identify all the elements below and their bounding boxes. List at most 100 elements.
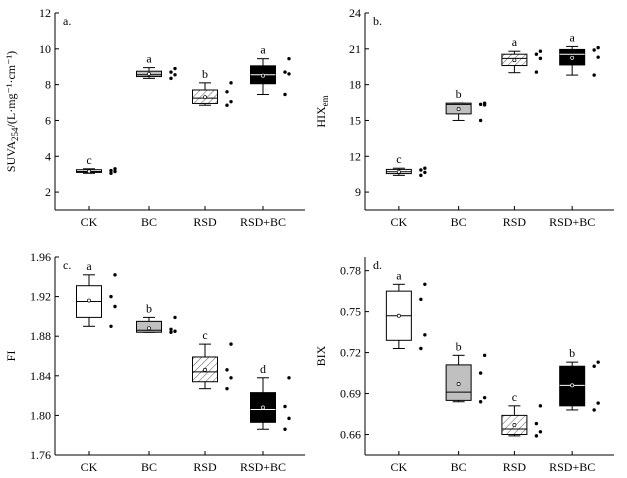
data-point <box>538 404 543 408</box>
data-point <box>419 297 423 302</box>
x-tick-label: RSD+BC <box>549 460 595 474</box>
data-point <box>287 376 291 380</box>
data-point <box>287 56 291 61</box>
data-point <box>109 171 113 175</box>
box-rsd-plus-bc: a <box>250 43 291 97</box>
x-tick-label: RSD <box>193 215 217 229</box>
panel-4: 0.66 0.69 0.72 0.75 0.78 d. BIX CK a BC b RSD c RSD+B… <box>314 257 614 474</box>
significance-letter: a <box>512 35 518 49</box>
panel-1: 2 4 6 8 10 12 a. SUVA254/(L·mg⁻¹·cm⁻¹) CK c BC a RSD… <box>4 6 305 229</box>
data-point <box>287 416 291 421</box>
data-point <box>169 70 173 74</box>
data-point <box>113 167 117 171</box>
box-rsd-plus-bc: a <box>559 30 600 77</box>
data-point <box>419 173 423 178</box>
y-tick-label: 1.84 <box>30 369 51 383</box>
mean-marker <box>396 169 401 174</box>
data-point <box>173 66 177 71</box>
data-point <box>534 421 539 426</box>
box-bc: b <box>445 339 487 404</box>
mean-marker <box>261 73 265 78</box>
y-axis-label: BIX <box>314 345 328 366</box>
data-point <box>173 315 177 320</box>
y-tick-label: 0.75 <box>340 305 361 319</box>
mean-marker <box>203 367 207 372</box>
mean-marker <box>570 55 575 60</box>
x-tick-label: BC <box>141 215 157 229</box>
iqr-box <box>250 392 276 423</box>
box-rsd: a <box>501 35 543 74</box>
data-point <box>169 76 173 81</box>
y-tick-label: 1.92 <box>30 290 51 304</box>
y-tick-label: 12 <box>349 149 361 163</box>
data-point <box>596 360 600 364</box>
data-point <box>478 371 483 375</box>
mean-marker <box>203 95 207 100</box>
mean-marker <box>87 298 91 303</box>
data-point <box>419 346 423 351</box>
data-point <box>478 118 483 123</box>
data-point <box>596 401 600 405</box>
x-tick-label: CK <box>81 215 98 229</box>
box-ck: a <box>76 259 117 328</box>
y-axis-label: HIXem <box>314 95 330 127</box>
y-tick-label: 1.88 <box>30 329 51 343</box>
mean-marker <box>512 423 517 427</box>
box-rsd: c <box>501 390 543 438</box>
mean-marker <box>456 382 461 386</box>
y-tick-label: 1.96 <box>30 250 51 264</box>
box-bc: b <box>445 87 487 123</box>
data-point <box>423 170 427 175</box>
mean-marker <box>147 71 151 76</box>
panel-label: c. <box>63 258 71 272</box>
data-point <box>113 273 117 277</box>
data-point <box>596 45 600 50</box>
data-point <box>169 330 173 334</box>
x-tick-label: RSD <box>503 215 527 229</box>
significance-letter: a <box>86 259 92 273</box>
data-point <box>283 427 287 431</box>
data-point <box>538 56 543 61</box>
data-point <box>482 353 487 358</box>
significance-letter: d <box>260 362 266 376</box>
data-point <box>287 72 291 76</box>
panel-label: b. <box>373 14 382 28</box>
y-tick-label: 8 <box>45 78 51 92</box>
y-tick-label: 21 <box>349 42 361 56</box>
y-tick-label: 6 <box>45 113 51 127</box>
data-point <box>169 327 173 331</box>
data-point <box>109 168 113 173</box>
data-point <box>283 92 287 97</box>
panel-label: a. <box>63 14 71 28</box>
y-tick-label: 0.78 <box>340 264 361 278</box>
significance-letter: b <box>202 67 208 81</box>
data-point <box>113 304 117 309</box>
mean-marker <box>512 58 517 63</box>
significance-letter: a <box>146 52 152 66</box>
data-point <box>229 376 233 380</box>
box-rsd-plus-bc: d <box>250 362 291 431</box>
x-tick-label: RSD+BC <box>549 215 595 229</box>
box-ck: c <box>76 153 117 175</box>
significance-letter: b <box>569 346 575 360</box>
mean-marker <box>87 169 91 174</box>
panel-3: 1.76 1.80 1.84 1.88 1.92 1.96 c. FI CK a BC b RSD c RS… <box>4 250 305 474</box>
x-tick-label: CK <box>391 215 408 229</box>
box-rsd: b <box>192 67 233 107</box>
data-point <box>229 99 233 104</box>
data-point <box>482 101 487 105</box>
panel-2: 9 12 15 18 21 24 b. HIXem CK c BC b RSD a RSD+BC a <box>314 6 614 229</box>
y-tick-label: 2 <box>45 185 51 199</box>
significance-letter: b <box>456 339 462 353</box>
x-tick-label: RSD+BC <box>240 215 286 229</box>
mean-marker <box>456 107 461 112</box>
data-point <box>423 333 427 337</box>
box-bc: b <box>136 301 177 334</box>
x-tick-label: RSD <box>503 460 527 474</box>
panel-label: d. <box>373 258 382 272</box>
data-point <box>478 102 483 107</box>
significance-letter: c <box>512 390 517 404</box>
data-point <box>229 342 233 346</box>
significance-letter: c <box>86 153 91 167</box>
y-axis-label: SUVA254/(L·mg⁻¹·cm⁻¹) <box>4 51 20 172</box>
